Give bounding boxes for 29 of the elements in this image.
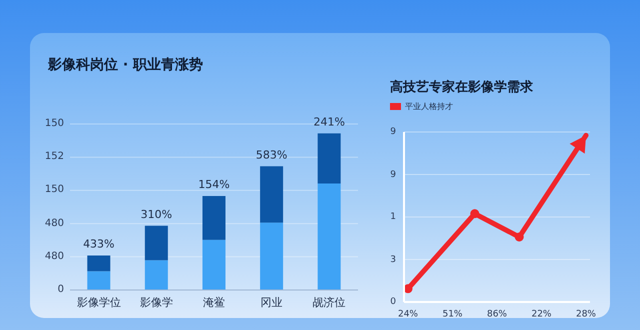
text: 0 [56, 283, 64, 297]
x-tick-label: 冈业 [260, 296, 283, 309]
x-tick-label: 影像学 [140, 296, 173, 309]
text: 150 [44, 183, 64, 198]
x-tick-label: 影像学位 [76, 296, 121, 309]
annotation: 433% [83, 238, 115, 251]
annotation: 241% [313, 115, 345, 128]
legend-label: 平业人格持才 [404, 101, 453, 112]
chart-title: 高技艺专家在影像学需求 [390, 78, 533, 96]
annotation: 310% [140, 208, 172, 221]
x-tick-label: 22% [531, 309, 552, 320]
annotation: 154% [198, 178, 230, 192]
x-tick-label: 86% [486, 309, 508, 320]
x-tick-label: 淹鲎 [203, 296, 225, 309]
text: 150 [44, 117, 64, 131]
text: 0 [389, 296, 396, 308]
x-tick-label: 24% [398, 309, 418, 320]
text: 480 [44, 216, 64, 231]
text: 3 [389, 254, 396, 266]
x-tick-label: 觇济位 [312, 296, 346, 309]
text: 9 [389, 126, 396, 138]
annotation: 583% [256, 148, 288, 162]
text: 152 [44, 150, 64, 164]
chart-title: 影像科岗位 · 职业青涨势 [48, 56, 204, 74]
text: 1 [389, 211, 396, 223]
text: 9 [389, 168, 396, 180]
x-tick-label: 51% [442, 309, 463, 320]
text: 480 [44, 250, 64, 264]
x-tick-label: 28% [576, 309, 596, 320]
